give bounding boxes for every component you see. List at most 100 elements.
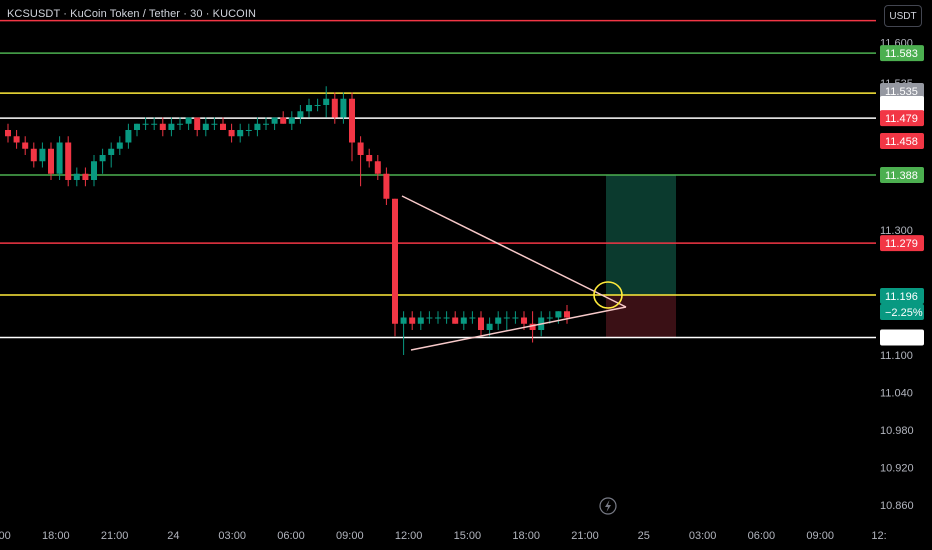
- candle-body: [194, 117, 201, 130]
- triangle-drawing[interactable]: [401, 195, 627, 351]
- highlight-circle[interactable]: [593, 281, 623, 309]
- candle-body: [340, 98, 347, 118]
- price-tick-label: 10.860: [880, 500, 914, 512]
- time-tick-label: 06:00: [277, 530, 305, 542]
- time-tick-label: 03:00: [218, 530, 246, 542]
- candle-body: [108, 148, 115, 155]
- time-tick-label: 15:00: [0, 530, 11, 542]
- time-tick-label: 12:: [871, 530, 886, 542]
- candle-body: [478, 317, 484, 330]
- time-tick-label: 09:00: [806, 530, 834, 542]
- candle-body: [13, 136, 20, 143]
- price-tag-stack-red: 11.458: [885, 136, 918, 148]
- candle-body: [5, 130, 11, 137]
- time-tick-label: 15:00: [454, 530, 482, 542]
- candle-body: [383, 173, 390, 199]
- price-tag-11279-bg: [880, 235, 924, 252]
- profit-zone[interactable]: [606, 175, 676, 295]
- candle-body: [314, 105, 321, 106]
- price-tag-11128: 11.128: [885, 333, 918, 345]
- candle-body: [503, 317, 510, 319]
- time-tick-label: 12:00: [395, 530, 423, 542]
- candle-body: [417, 317, 424, 324]
- price-tag-change: −2.25%: [885, 307, 923, 319]
- price-tag-11479: 11.479: [885, 113, 918, 125]
- candle-body: [125, 130, 132, 143]
- candle-body: [116, 142, 123, 149]
- trend-line-lower[interactable]: [410, 306, 627, 351]
- candle-body: [220, 123, 226, 130]
- price-tick-label: 11.040: [880, 388, 913, 400]
- time-tick-label: 06:00: [748, 530, 776, 542]
- lightning-icon-ring[interactable]: [599, 497, 617, 515]
- price-tag-stack-top: 11.535: [885, 86, 918, 98]
- loss-zone[interactable]: [606, 295, 676, 338]
- candle-body: [168, 123, 175, 130]
- candle-body: [495, 317, 502, 324]
- time-tick-label: 03:00: [689, 530, 717, 542]
- candle-body: [366, 155, 373, 162]
- price-tick-label: 11.300: [880, 225, 913, 237]
- candle-body: [469, 317, 476, 319]
- time-axis[interactable]: 15:00 18:00 21:00 24 03:00 06:00 09:00 12:00 15:…: [0, 530, 887, 542]
- candle-body: [151, 123, 158, 125]
- candle-body: [245, 130, 252, 131]
- candle-body: [297, 111, 304, 118]
- currency-button[interactable]: USDT: [884, 5, 922, 27]
- candle-body: [39, 148, 46, 162]
- price-tag-11583: 11.583: [885, 48, 918, 60]
- price-tag-11388: 11.388: [885, 170, 918, 182]
- candles: [5, 86, 570, 355]
- price-tag-11479-bg: [880, 110, 924, 127]
- candle-body: [237, 130, 244, 137]
- horizontal-levels[interactable]: [0, 19, 876, 339]
- lightning-icon[interactable]: [599, 497, 617, 515]
- candle-body: [271, 117, 278, 124]
- candle-body: [443, 317, 450, 319]
- price-tag-11196: 11.196: [885, 291, 918, 303]
- candle-body: [486, 323, 493, 330]
- time-tick-label: 18:00: [512, 530, 540, 542]
- candle-body: [65, 142, 72, 180]
- candle-body: [177, 123, 183, 125]
- candle-body: [30, 148, 37, 162]
- price-tag-stack-top-bg: [880, 83, 924, 99]
- candle-body: [99, 155, 106, 162]
- candle-body: [228, 130, 235, 137]
- candle-body: [555, 311, 562, 318]
- candle-body: [400, 317, 407, 324]
- price-tag-11279: 11.279: [885, 238, 918, 250]
- time-tick-label: 21:00: [101, 530, 129, 542]
- price-tag-11128-bg: [880, 329, 924, 346]
- candle-body: [306, 105, 312, 112]
- time-tick-label: 21:00: [571, 530, 599, 542]
- candle-body: [254, 123, 261, 130]
- position-zones[interactable]: [606, 175, 676, 338]
- price-tag-11519: 11.519: [885, 99, 918, 111]
- candle-body: [73, 173, 80, 180]
- price-tag-11583-bg: [880, 45, 924, 62]
- candle-body: [288, 117, 295, 124]
- candle-body: [564, 311, 570, 318]
- candle-body: [134, 123, 140, 130]
- time-tick-label: 09:00: [336, 530, 364, 542]
- candle-body: [22, 142, 29, 149]
- candle-body: [521, 317, 527, 324]
- price-tick-label: 10.980: [880, 425, 914, 437]
- candle-body: [48, 148, 54, 174]
- candle-body: [426, 317, 433, 319]
- candle-body: [202, 123, 209, 130]
- symbol-title[interactable]: KCSUSDT · KuCoin Token / Tether · 30 · K…: [7, 8, 257, 20]
- trend-line-upper[interactable]: [401, 195, 627, 308]
- price-tag-change-bg: [880, 304, 924, 320]
- price-tag-11388-bg: [880, 167, 924, 183]
- candle-body: [349, 98, 355, 143]
- price-tag-11519-bg: [880, 96, 924, 112]
- candle-body: [323, 98, 330, 105]
- candle-body: [142, 123, 149, 125]
- lightning-icon-bolt[interactable]: [605, 500, 611, 512]
- candle-body: [159, 123, 166, 130]
- candle-body: [409, 317, 416, 324]
